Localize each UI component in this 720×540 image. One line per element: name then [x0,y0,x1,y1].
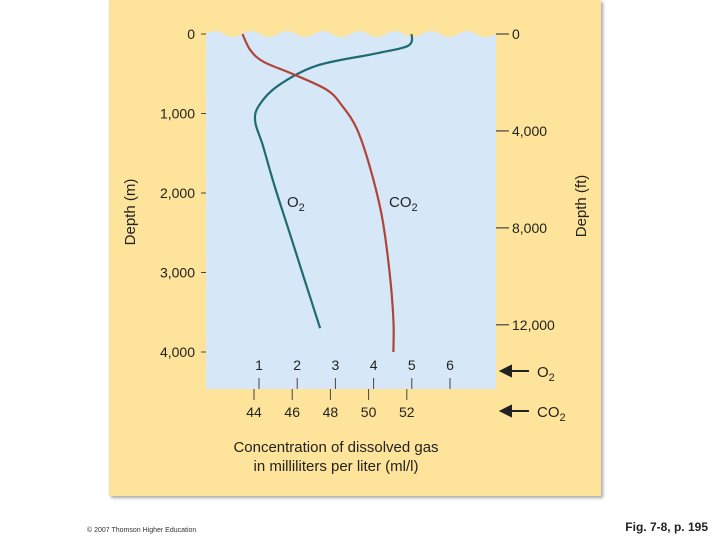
co2-series-label: CO2 [389,194,418,214]
co2-axis-tick-label: 52 [399,404,415,420]
right-axis-tick-label: 4,000 [512,123,547,139]
co2-axis-tick-label: 44 [246,404,262,420]
figure-panel: 0 1,000 2,000 3,000 4,000 0 4,000 8,000 12,000 … [109,0,601,496]
o2-axis-tick-label: 6 [446,357,454,373]
o2-axis-tick-label: 3 [332,357,340,373]
left-axis-title: Depth (m) [122,179,139,246]
co2-axis-arrow-icon [498,404,529,418]
o2-axis-key: O2 [498,364,555,384]
right-axis-title: Depth (ft) [573,175,590,238]
water-area [206,31,496,389]
co2-series-line [241,33,395,353]
o2-axis-tick-label: 1 [255,357,263,373]
co2-axis-tick-label: 50 [361,404,377,420]
left-axis-tick-label: 3,000 [160,265,195,281]
left-axis-tick-label: 2,000 [160,185,195,201]
left-axis-tick-label: 0 [187,26,195,42]
o2-axis-tick-label: 4 [370,357,378,373]
left-axis-tick-label: 4,000 [160,344,195,360]
o2-series-label: O2 [287,194,305,214]
right-axis-tick-label: 0 [512,26,520,42]
co2-axis-key-label: CO2 [537,404,566,424]
co2-axis-tick-label: 46 [284,404,300,420]
figure-reference: Fig. 7-8, p. 195 [625,520,708,534]
o2-axis-arrow-icon [498,364,529,378]
o2-axis-key-label: O2 [537,364,555,384]
x-axis-title-line-2: in milliliters per liter (ml/l) [253,458,418,475]
o2-axis-tick-label: 2 [293,357,301,373]
left-axis-tick-label: 1,000 [160,106,195,122]
right-axis-tick-label: 8,000 [512,220,547,236]
co2-axis-tick-label: 48 [323,404,339,420]
o2-series-line [253,33,414,329]
x-axis-title-line-1: Concentration of dissolved gas [233,439,438,456]
copyright-note: © 2007 Thomson Higher Education [87,527,197,534]
co2-axis-key: CO2 [498,404,566,424]
o2-axis-tick-label: 5 [408,357,416,373]
right-axis-tick-label: 12,000 [512,317,555,333]
